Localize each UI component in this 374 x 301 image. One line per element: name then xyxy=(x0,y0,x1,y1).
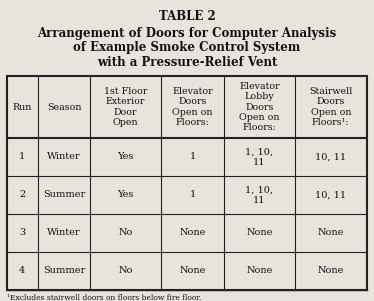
Text: ¹Excludes stairwell doors on floors below fire floor.: ¹Excludes stairwell doors on floors belo… xyxy=(7,294,201,301)
Text: Yes: Yes xyxy=(117,153,134,162)
Text: 1, 10,
11: 1, 10, 11 xyxy=(245,185,273,205)
Text: Elevator
Doors
Open on
Floors:: Elevator Doors Open on Floors: xyxy=(172,87,213,127)
Text: 1: 1 xyxy=(19,153,25,162)
Text: Elevator
Lobby
Doors
Open on
Floors:: Elevator Lobby Doors Open on Floors: xyxy=(239,82,280,132)
Text: Stairwell
Doors
Open on
Floors¹:: Stairwell Doors Open on Floors¹: xyxy=(309,87,352,127)
Text: No: No xyxy=(118,266,133,275)
Text: 1: 1 xyxy=(189,153,196,162)
Bar xyxy=(7,76,367,290)
Text: Summer: Summer xyxy=(43,191,85,200)
Text: 10, 11: 10, 11 xyxy=(315,153,346,162)
Text: Summer: Summer xyxy=(43,266,85,275)
Text: None: None xyxy=(179,228,206,237)
Text: Run: Run xyxy=(13,103,32,111)
Text: None: None xyxy=(179,266,206,275)
Text: Yes: Yes xyxy=(117,191,134,200)
Text: Arrangement of Doors for Computer Analysis: Arrangement of Doors for Computer Analys… xyxy=(37,26,337,39)
Text: Season: Season xyxy=(47,103,81,111)
Text: 1, 10,
11: 1, 10, 11 xyxy=(245,147,273,167)
Text: 1st Floor
Exterior
Door
Open: 1st Floor Exterior Door Open xyxy=(104,87,147,127)
Text: None: None xyxy=(318,266,344,275)
Text: 10, 11: 10, 11 xyxy=(315,191,346,200)
Text: 1: 1 xyxy=(189,191,196,200)
Text: None: None xyxy=(318,228,344,237)
Text: 4: 4 xyxy=(19,266,25,275)
Text: 2: 2 xyxy=(19,191,25,200)
Text: None: None xyxy=(246,228,273,237)
Text: 3: 3 xyxy=(19,228,25,237)
Text: No: No xyxy=(118,228,133,237)
Text: Winter: Winter xyxy=(47,228,81,237)
Text: with a Pressure-Relief Vent: with a Pressure-Relief Vent xyxy=(97,57,277,70)
Text: of Example Smoke Control System: of Example Smoke Control System xyxy=(73,42,301,54)
Text: None: None xyxy=(246,266,273,275)
Text: TABLE 2: TABLE 2 xyxy=(159,10,215,23)
Text: Winter: Winter xyxy=(47,153,81,162)
